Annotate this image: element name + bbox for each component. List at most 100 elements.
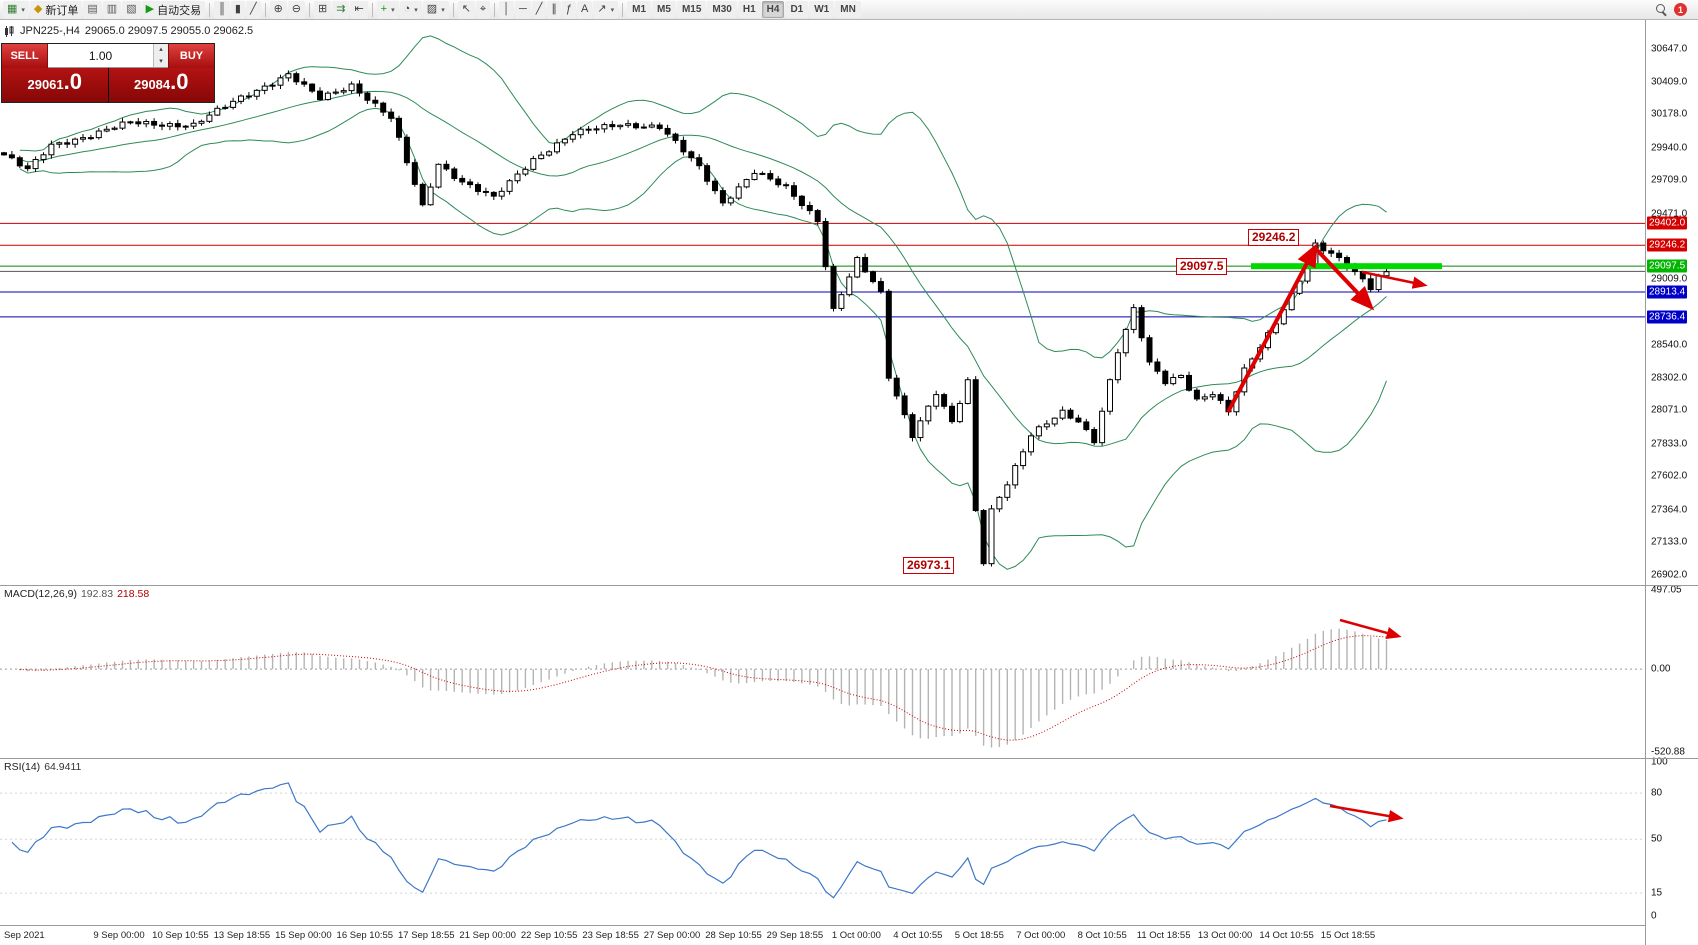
timeframe-m1-button[interactable]: M1 bbox=[627, 1, 652, 18]
timeframe-m5-button[interactable]: M5 bbox=[652, 1, 676, 18]
zoom-in-button[interactable]: ⊕ bbox=[269, 0, 287, 19]
search-icon[interactable] bbox=[1656, 4, 1667, 15]
time-axis-label: 22 Sep 10:55 bbox=[520, 930, 578, 941]
lot-decrease-icon[interactable]: ▾ bbox=[154, 55, 168, 67]
ohlc-values: 29065.0 29097.5 29055.0 29062.5 bbox=[84, 25, 254, 37]
price-axis-label: 30647.0 bbox=[1651, 43, 1688, 55]
time-axis-label: 13 Sep 18:55 bbox=[213, 930, 271, 941]
zoom-out-icon: ⊖ bbox=[291, 3, 301, 15]
support-zone-rectangle[interactable] bbox=[1251, 263, 1442, 270]
price-tag: 29402.0 bbox=[1647, 216, 1688, 230]
templates-button[interactable]: ▨ ▾ bbox=[422, 0, 449, 19]
price-axis-label: 28540.0 bbox=[1651, 339, 1688, 350]
buy-price-display[interactable]: 29084.0 bbox=[108, 68, 214, 102]
zoom-out-button[interactable]: ⊖ bbox=[287, 0, 305, 19]
time-axis[interactable]: Sep 2021 9 Sep 00:00 10 Sep 10:55 13 Sep 18… bbox=[0, 925, 1645, 945]
indicator-axis-label: -520.88 bbox=[1651, 746, 1685, 758]
bollinger-bands bbox=[19, 35, 1387, 570]
sell-price-display[interactable]: 29061.0 bbox=[2, 68, 108, 102]
new-chart-button[interactable]: ▦ ▾ bbox=[3, 0, 29, 19]
buy-price-main: 29084 bbox=[133, 77, 171, 92]
time-axis-label: 23 Sep 18:55 bbox=[582, 930, 639, 941]
bar-chart-button[interactable]: ║ bbox=[214, 0, 230, 19]
periods-button[interactable]: ◔ ▾ bbox=[399, 0, 422, 19]
market-watch-button[interactable]: ▥ bbox=[102, 0, 122, 19]
indicator-axis-label: 80 bbox=[1651, 787, 1663, 799]
timeframe-h1-button[interactable]: H1 bbox=[737, 1, 761, 18]
time-axis-label: 10 Sep 10:55 bbox=[152, 930, 209, 941]
timeframe-d1-button[interactable]: D1 bbox=[785, 1, 809, 18]
price-annotation[interactable]: 29246.2 bbox=[1248, 229, 1300, 246]
bollinger-band-line bbox=[19, 107, 1387, 570]
toolbar-separator bbox=[209, 2, 211, 17]
price-annotation[interactable]: 26973.1 bbox=[903, 557, 955, 574]
vertical-line-button[interactable]: │ bbox=[499, 0, 514, 19]
chart-profiles-button[interactable]: ▤ bbox=[83, 0, 102, 19]
crosshair-button[interactable]: ⌖ bbox=[475, 0, 491, 19]
autotrading-button[interactable]: ▶ 自动交易 bbox=[141, 0, 206, 19]
macd-panel[interactable] bbox=[0, 585, 1645, 758]
chevron-down-icon: ▾ bbox=[610, 6, 615, 14]
price-axis-label: 30178.0 bbox=[1651, 108, 1688, 120]
time-axis-label: Sep 2021 bbox=[4, 930, 45, 941]
macd-histogram bbox=[19, 628, 1388, 748]
fibonacci-button[interactable]: ƒ bbox=[561, 0, 577, 19]
toolbar-separator bbox=[309, 2, 310, 17]
channel-button[interactable]: ∥ bbox=[547, 0, 561, 19]
lot-size-field[interactable]: 1.00 ▴ ▾ bbox=[48, 44, 168, 68]
price-tag: 28913.4 bbox=[1647, 285, 1688, 299]
toolbar-right-group: 1 bbox=[1656, 3, 1695, 16]
time-axis-label: 13 Oct 00:00 bbox=[1197, 930, 1253, 941]
cursor-button[interactable]: ↖ bbox=[457, 0, 475, 19]
timeframe-w1-button[interactable]: W1 bbox=[809, 1, 835, 18]
chart-shift-button[interactable]: ⇤ bbox=[350, 0, 368, 19]
price-annotation[interactable]: 29097.5 bbox=[1176, 258, 1228, 275]
vertical-line-icon: │ bbox=[503, 3, 510, 15]
timeframe-h4-button[interactable]: H4 bbox=[761, 1, 785, 18]
time-axis-label: 4 Oct 10:55 bbox=[893, 930, 943, 941]
price-axis-label: 29940.0 bbox=[1651, 142, 1688, 154]
buy-price-big: .0 bbox=[170, 69, 189, 94]
data-window-button[interactable]: ▧ bbox=[122, 0, 141, 19]
main-chart-plot[interactable] bbox=[0, 20, 1645, 585]
indicators-button[interactable]: + ▾ bbox=[376, 0, 399, 19]
rsi-panel[interactable] bbox=[0, 758, 1645, 925]
new-order-icon: ◆ bbox=[33, 3, 43, 15]
candlesticks bbox=[1, 70, 1390, 567]
price-axis-label: 28302.0 bbox=[1651, 372, 1688, 384]
autotrading-icon: ▶ bbox=[145, 3, 155, 15]
rsi-indicator-label: RSI(14) 64.9411 bbox=[4, 761, 81, 773]
buy-button[interactable]: BUY bbox=[168, 44, 214, 68]
lot-increase-icon[interactable]: ▴ bbox=[154, 44, 168, 56]
time-axis-label: 15 Oct 18:55 bbox=[1320, 930, 1376, 941]
trendline-button[interactable]: ╱ bbox=[531, 0, 547, 19]
sell-button[interactable]: SELL bbox=[2, 44, 48, 68]
toolbar-separator bbox=[494, 2, 496, 17]
candlestick-chart-button[interactable]: ▮ bbox=[230, 0, 245, 19]
new-order-button[interactable]: ◆ 新订单 bbox=[29, 0, 83, 19]
price-axis[interactable]: 30647.0 30409.0 30178.0 29940.0 29709.0 29471… bbox=[1645, 20, 1698, 945]
horizontal-line-button[interactable]: ─ bbox=[515, 0, 531, 19]
time-axis-label: 27 Sep 00:00 bbox=[643, 930, 701, 941]
price-axis-label: 26902.0 bbox=[1651, 569, 1688, 581]
tile-windows-button[interactable]: ⊞ bbox=[314, 0, 332, 19]
notification-badge[interactable]: 1 bbox=[1674, 3, 1687, 16]
toolbar-separator bbox=[264, 2, 266, 17]
chevron-down-icon: ▾ bbox=[21, 6, 25, 14]
indicator-axis-label: 15 bbox=[1651, 887, 1663, 899]
symbol-period-label: JPN225-,H4 bbox=[20, 25, 80, 37]
timeframe-mn-button[interactable]: MN bbox=[835, 1, 861, 18]
timeframe-m30-button[interactable]: M30 bbox=[707, 1, 737, 18]
price-tag: 28736.4 bbox=[1647, 310, 1688, 324]
crosshair-icon: ⌖ bbox=[479, 3, 487, 15]
horizontal-line-objects[interactable] bbox=[0, 222, 1645, 318]
arrows-button[interactable]: ↗ ▾ bbox=[593, 0, 619, 19]
indicator-axis-label: 0.00 bbox=[1651, 663, 1671, 675]
text-button[interactable]: A bbox=[577, 0, 593, 19]
line-chart-button[interactable]: ╱ bbox=[245, 0, 261, 19]
rsi-value: 64.9411 bbox=[44, 761, 82, 773]
indicator-axis-label: 0 bbox=[1651, 910, 1657, 922]
time-axis-label: 9 Sep 00:00 bbox=[93, 930, 145, 941]
auto-scroll-button[interactable]: ⇉ bbox=[332, 0, 350, 19]
timeframe-m15-button[interactable]: M15 bbox=[676, 1, 707, 18]
